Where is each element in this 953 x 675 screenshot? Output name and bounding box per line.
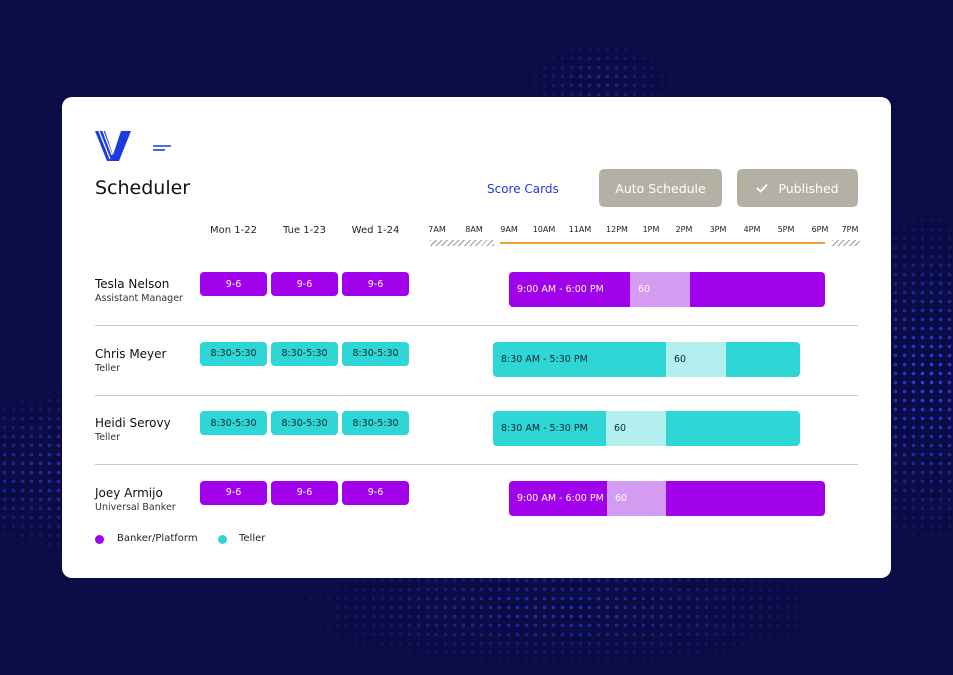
employee-name: Joey Armijo	[95, 485, 163, 500]
day-header: Tue 1-23	[283, 225, 326, 236]
hour-label: 8AM	[465, 225, 483, 234]
break-bar: 60	[606, 411, 666, 446]
legend-label: Teller	[239, 533, 266, 544]
published-button[interactable]: Published	[737, 169, 858, 207]
shift-cell: 8:30-5:30	[342, 411, 409, 435]
hour-label: 6PM	[811, 225, 829, 234]
row-separator	[95, 394, 858, 396]
hour-label: 7AM	[428, 225, 446, 234]
hour-label: 4PM	[743, 225, 761, 234]
shift-cell: 9-6	[200, 272, 267, 296]
legend-dot	[95, 535, 104, 544]
employee-role: Assistant Manager	[95, 293, 183, 304]
shift-cell: 9-6	[342, 480, 409, 505]
closed-hours	[430, 240, 494, 246]
closed-hours	[832, 240, 860, 246]
row-separator	[95, 464, 858, 465]
logo	[95, 130, 171, 161]
legend-dot	[218, 535, 227, 544]
button-label: Auto Schedule	[615, 180, 706, 196]
shift-cell: 8:30-5:30	[200, 411, 267, 435]
row-separator	[95, 325, 858, 326]
shift-cell: 9-6	[271, 480, 338, 505]
employee-name: Heidi Serovy	[95, 416, 171, 430]
check-icon	[756, 183, 769, 193]
break-bar: 60	[607, 480, 666, 516]
shift-bar	[666, 411, 800, 446]
shift-cell: 8:30-5:30	[271, 411, 338, 435]
hour-label: 9AM	[500, 225, 518, 234]
score-cards-link[interactable]: Score Cards	[487, 182, 559, 196]
employee-name: Chris Meyer	[95, 346, 167, 361]
shift-bar: 8:30 AM - 5:30 PM	[493, 341, 666, 377]
shift-bar: 8:30 AM - 5:30 PM	[493, 411, 606, 446]
break-bar: 60	[630, 272, 690, 307]
shift-cell: 8:30-5:30	[200, 341, 267, 366]
shift-cell: 8:30-5:30	[271, 341, 338, 366]
hour-label: 11AM	[568, 225, 592, 234]
hour-label: 5PM	[777, 225, 795, 234]
open-hours-line	[500, 242, 825, 244]
break-bar: 60	[666, 341, 726, 377]
shift-cell: 9-6	[342, 272, 409, 296]
employee-role: Teller	[95, 432, 121, 443]
employee-role: Universal Banker	[95, 501, 176, 513]
hour-label: 3PM	[709, 225, 727, 234]
legend-label: Banker/Platform	[117, 533, 198, 544]
shift-bar: 9:00 AM - 6:00 PM	[509, 480, 607, 516]
day-header: Mon 1-22	[210, 225, 257, 236]
shift-bar: 9:00 AM - 6:00 PM	[509, 272, 630, 307]
button-label: Published	[778, 180, 839, 196]
shift-cell: 9-6	[271, 272, 338, 296]
shift-cell: 8:30-5:30	[342, 341, 409, 366]
employee-name: Tesla Nelson	[95, 277, 170, 291]
shift-cell: 9-6	[200, 480, 267, 505]
auto-schedule-button[interactable]: Auto Schedule	[599, 169, 722, 207]
employee-role: Teller	[95, 362, 121, 374]
hour-label: 12PM	[606, 225, 628, 234]
day-header: Wed 1-24	[351, 225, 400, 236]
hour-label: 7PM	[841, 225, 859, 234]
hour-label: 1PM	[642, 225, 660, 234]
scheduler-card: Scheduler Score Cards Auto Schedule Publ…	[62, 97, 891, 578]
page-title: Scheduler	[95, 177, 191, 199]
hour-label: 2PM	[675, 225, 693, 234]
shift-bar	[690, 272, 825, 307]
hour-label: 10AM	[532, 225, 556, 234]
shift-bar	[726, 341, 800, 377]
shift-bar	[666, 480, 825, 516]
